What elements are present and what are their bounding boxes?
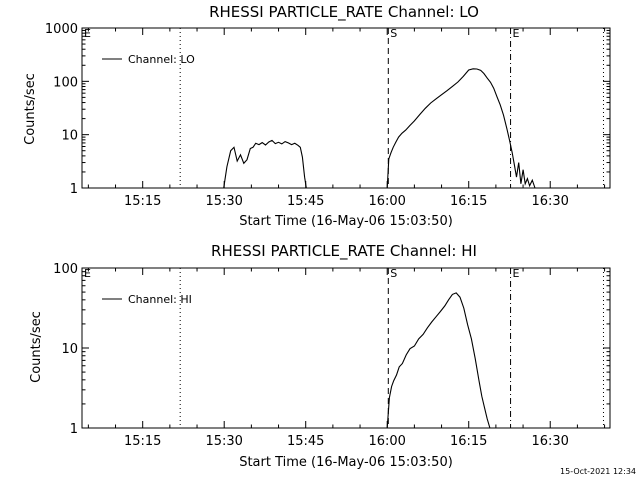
y-axis-label: Counts/sec xyxy=(29,311,44,383)
chart-title: RHESSI PARTICLE_RATE Channel: HI xyxy=(211,242,477,261)
series-line-channel-lo xyxy=(223,68,536,189)
plot-frame xyxy=(81,267,611,429)
x-tick-label: 15:30 xyxy=(205,194,242,209)
y-tick-label: 1 xyxy=(70,422,78,437)
marker-label: E xyxy=(84,267,91,280)
y-tick-label: 100 xyxy=(53,262,78,277)
x-tick-label: 16:15 xyxy=(450,194,487,209)
x-tick-label: 16:30 xyxy=(531,434,568,449)
y-tick-label: 1 xyxy=(70,182,78,197)
series-line-channel-hi xyxy=(386,292,491,429)
marker-label: S xyxy=(390,27,397,40)
chart-title: RHESSI PARTICLE_RATE Channel: LO xyxy=(209,3,479,22)
x-tick-label: 16:15 xyxy=(450,434,487,449)
y-axis-label: Counts/sec xyxy=(23,73,38,145)
x-tick-label: 16:00 xyxy=(368,194,405,209)
y-tick-label: 100 xyxy=(53,75,78,90)
plot-frame xyxy=(81,27,611,189)
marker-label: E xyxy=(513,27,520,40)
chart-panel-hi: RHESSI PARTICLE_RATE Channel: HI Start T… xyxy=(29,242,611,470)
marker-label: E xyxy=(84,27,91,40)
x-tick-label: 15:15 xyxy=(124,194,161,209)
x-axis-label: Start Time (16-May-06 15:03:50) xyxy=(239,214,453,229)
x-tick-label: 15:45 xyxy=(287,194,324,209)
chart-panel-lo: RHESSI PARTICLE_RATE Channel: LO Start T… xyxy=(23,3,611,229)
y-tick-label: 10 xyxy=(61,129,78,144)
marker-label: E xyxy=(513,267,520,280)
legend-label: Channel: LO xyxy=(128,53,195,66)
y-tick-label: 1000 xyxy=(45,22,78,37)
x-tick-label: 16:30 xyxy=(531,194,568,209)
marker-label: S xyxy=(390,267,397,280)
x-tick-label: 15:45 xyxy=(287,434,324,449)
y-tick-label: 10 xyxy=(61,342,78,357)
x-axis-label: Start Time (16-May-06 15:03:50) xyxy=(239,455,453,470)
timestamp: 15-Oct-2021 12:34 xyxy=(560,467,636,476)
legend-label: Channel: HI xyxy=(128,293,192,306)
x-tick-label: 16:00 xyxy=(368,434,405,449)
x-tick-label: 15:15 xyxy=(124,434,161,449)
x-tick-label: 15:30 xyxy=(205,434,242,449)
